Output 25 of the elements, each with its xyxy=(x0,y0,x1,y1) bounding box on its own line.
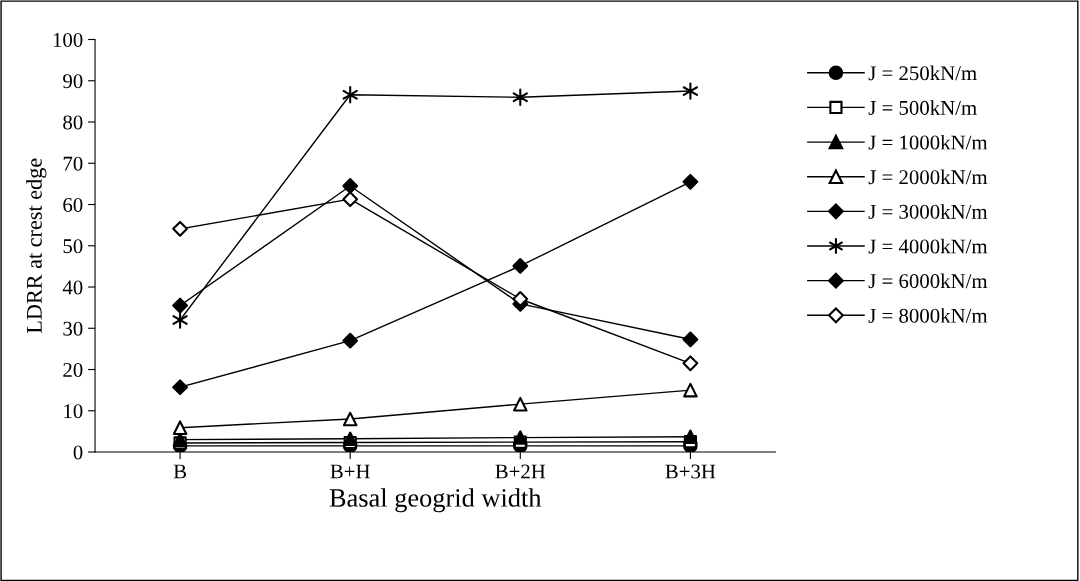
y-tick-label: 60 xyxy=(63,197,83,212)
y-axis-title: LDRR at crest edge xyxy=(26,158,47,334)
legend-label: J = 3000kN/m xyxy=(868,204,988,219)
legend-label: J = 1000kN/m xyxy=(868,134,988,150)
y-tick-label: 20 xyxy=(63,362,83,377)
y-tick-label: 90 xyxy=(63,74,83,89)
legend-label: J = 2000kN/m xyxy=(868,169,988,185)
legend-label: J = 500kN/m xyxy=(868,100,977,115)
y-tick-label: 40 xyxy=(62,280,83,295)
y-tick-label: 10 xyxy=(64,404,83,419)
y-tick-label: 30 xyxy=(63,321,83,336)
x-tick-label: B+H xyxy=(330,464,370,479)
x-tick-label: B+2H xyxy=(495,464,546,479)
legend-label: J = 8000kN/m xyxy=(868,308,988,323)
x-tick-label: B xyxy=(173,464,187,479)
y-tick-label: 50 xyxy=(63,239,83,254)
y-tick-label: 0 xyxy=(73,445,83,460)
x-axis-title: Basal geogrid width xyxy=(329,488,542,513)
legend-label: J = 250kN/m xyxy=(868,65,977,81)
y-tick-label: 80 xyxy=(63,115,83,130)
y-tick-label: 70 xyxy=(63,156,83,171)
x-tick-label: B+3H xyxy=(665,464,716,479)
legend-label: J = 4000kN/m xyxy=(868,238,988,254)
y-tick-label: 100 xyxy=(53,32,83,47)
legend-label: J = 6000kN/m xyxy=(868,273,988,289)
